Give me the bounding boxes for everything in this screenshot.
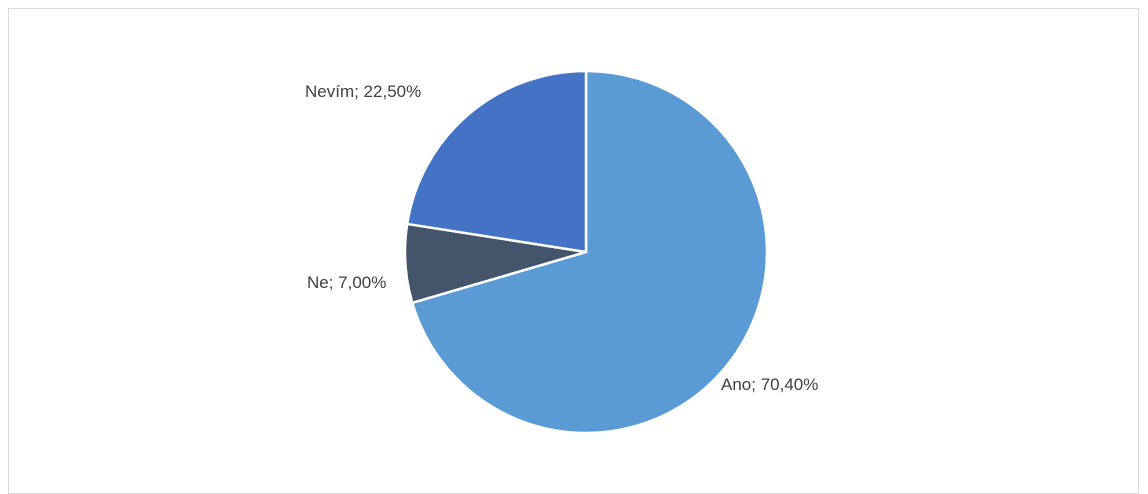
data-label-nevím: Nevím; 22,50%	[305, 82, 421, 101]
data-label-ne: Ne; 7,00%	[307, 273, 386, 292]
pie-slice-nevím	[405, 69, 588, 254]
pie-slice-ano	[411, 69, 769, 435]
data-label-ano: Ano; 70,40%	[721, 375, 818, 394]
